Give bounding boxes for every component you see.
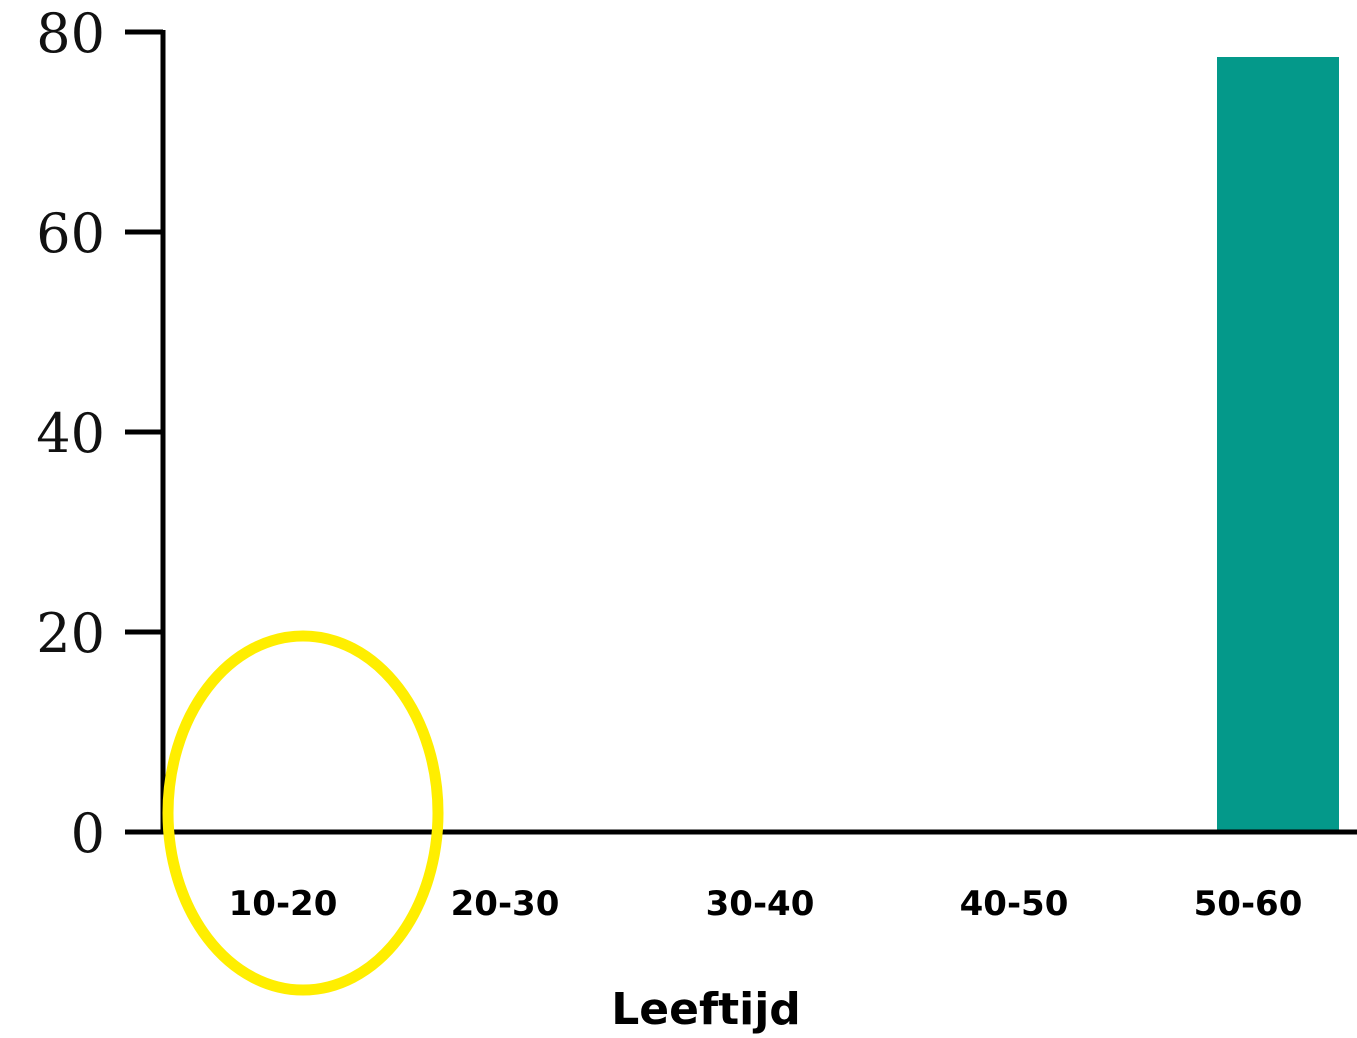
y-tick-label: 60: [36, 202, 105, 265]
x-tick-label: 40-50: [960, 884, 1069, 924]
x-tick-label: 50-60: [1194, 884, 1303, 924]
highlight-ellipse: [162, 630, 444, 996]
y-tick-label: 40: [36, 402, 105, 465]
x-tick-label: 30-40: [706, 884, 815, 924]
x-tick-label: 20-30: [451, 884, 560, 924]
bars-group: [1217, 57, 1339, 832]
y-ticks-group: 0 20 40 60 80: [36, 2, 163, 865]
x-ticks-group: 10-20 20-30 30-40 40-50 50-60: [229, 884, 1303, 924]
y-tick-label: 80: [36, 2, 105, 65]
y-tick-label: 0: [71, 802, 105, 865]
x-tick-label: 10-20: [229, 884, 338, 924]
y-tick-label: 20: [36, 602, 105, 665]
x-axis-title: Leeftijd: [611, 984, 801, 1035]
bar-50-60: [1217, 57, 1339, 832]
